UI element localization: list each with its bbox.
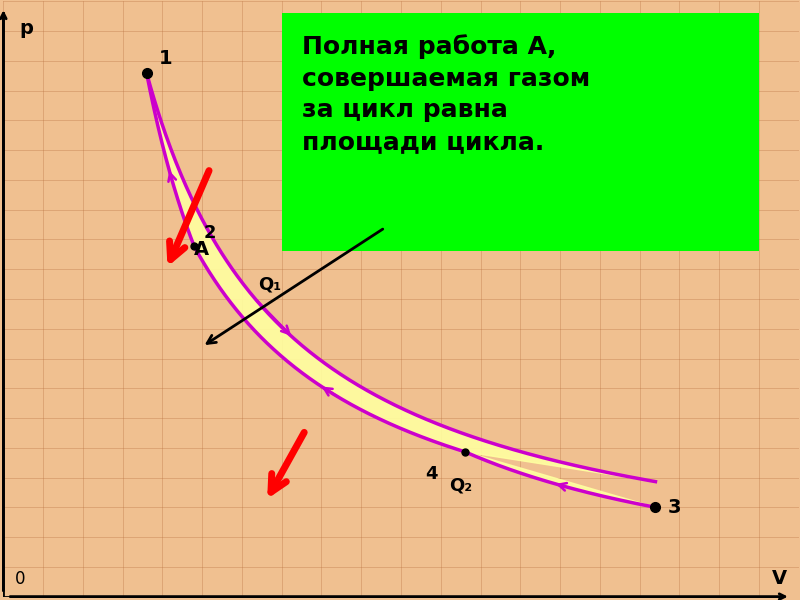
Text: 4: 4 bbox=[426, 465, 438, 483]
Text: p: p bbox=[19, 19, 33, 38]
Text: Полная работа А,
совершаемая газом
за цикл равна
площади цикла.: Полная работа А, совершаемая газом за ци… bbox=[302, 34, 590, 154]
Text: 1: 1 bbox=[158, 49, 172, 68]
Text: 3: 3 bbox=[667, 498, 681, 517]
Text: A: A bbox=[194, 240, 210, 259]
Text: 0: 0 bbox=[15, 569, 26, 587]
Text: V: V bbox=[771, 569, 786, 587]
FancyBboxPatch shape bbox=[282, 13, 759, 251]
Text: Q₁: Q₁ bbox=[258, 275, 281, 293]
Polygon shape bbox=[146, 73, 655, 508]
Text: 2: 2 bbox=[204, 224, 216, 242]
Text: Q₂: Q₂ bbox=[450, 476, 473, 494]
